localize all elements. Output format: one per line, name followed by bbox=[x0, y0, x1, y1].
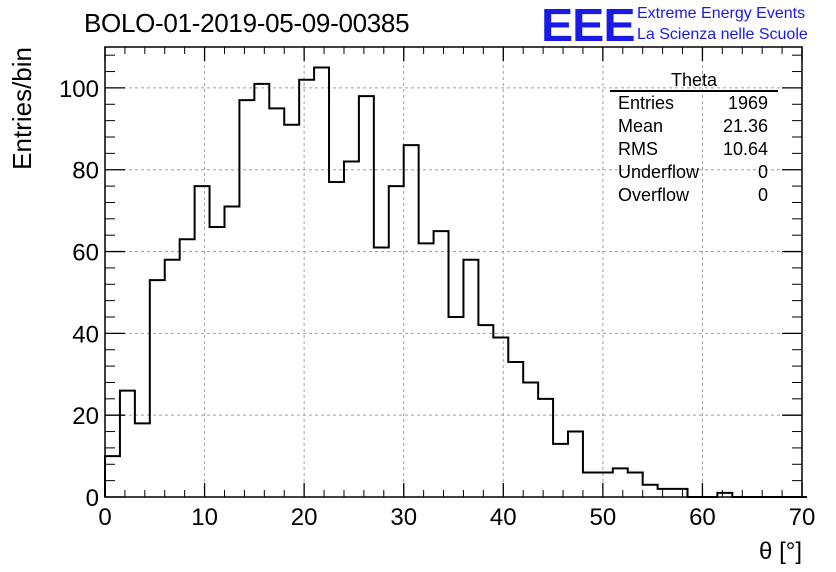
stats-label: Overflow bbox=[618, 185, 690, 205]
logo-caption-line1: Extreme Energy Events bbox=[637, 5, 806, 22]
grid bbox=[105, 47, 802, 497]
y-axis-label: Entries/bin bbox=[7, 47, 37, 170]
stats-label: Mean bbox=[618, 116, 664, 136]
x-tick-label: 30 bbox=[390, 504, 417, 531]
y-tick-label: 100 bbox=[59, 76, 99, 103]
x-tick-label: 70 bbox=[789, 504, 816, 531]
x-tick-label: 40 bbox=[490, 504, 517, 531]
logo-caption-line2: La Scienza nelle Scuole bbox=[637, 26, 808, 43]
x-tick-label: 0 bbox=[98, 504, 111, 531]
tick-labels: 0 10 20 30 40 50 60 70 0 20 40 60 80 100 bbox=[59, 76, 815, 531]
x-tick-label: 60 bbox=[689, 504, 716, 531]
eee-logo: EEE bbox=[541, 0, 636, 51]
stats-value: 21.36 bbox=[722, 116, 768, 136]
x-tick-label: 20 bbox=[291, 504, 318, 531]
plot-frame bbox=[104, 46, 803, 498]
stats-label: Entries bbox=[618, 93, 675, 113]
stats-row-entries: Entries 1969 bbox=[610, 92, 778, 115]
x-tick-label: 10 bbox=[191, 504, 218, 531]
y-tick-label: 60 bbox=[72, 240, 99, 267]
logo-caption: Extreme Energy Events La Scienza nelle S… bbox=[637, 3, 808, 45]
histogram-line bbox=[104, 66, 807, 498]
y-tick-label: 80 bbox=[72, 158, 99, 185]
stats-row-mean: Mean 21.36 bbox=[610, 115, 778, 138]
chart-title: BOLO-01-2019-05-09-00385 bbox=[84, 8, 410, 38]
y-tick-label: 40 bbox=[72, 321, 99, 348]
x-tick-label: 50 bbox=[590, 504, 617, 531]
y-tick-label: 20 bbox=[72, 403, 99, 430]
stats-label: Underflow bbox=[618, 162, 700, 182]
stats-value: 10.64 bbox=[722, 139, 768, 159]
stats-row-overflow: Overflow 0 bbox=[610, 184, 778, 207]
stats-title: Theta bbox=[610, 70, 778, 92]
stats-value: 1969 bbox=[727, 93, 768, 113]
axis-ticks bbox=[104, 47, 803, 498]
stats-label: RMS bbox=[618, 139, 658, 159]
y-tick-label: 0 bbox=[86, 485, 99, 512]
stats-value: 0 bbox=[757, 162, 768, 182]
stats-row-rms: RMS 10.64 bbox=[610, 138, 778, 161]
stats-row-underflow: Underflow 0 bbox=[610, 161, 778, 184]
stats-box: Theta Entries 1969 Mean 21.36 RMS 10.64 … bbox=[610, 70, 778, 207]
x-axis-label: θ [°] bbox=[759, 538, 802, 565]
stats-value: 0 bbox=[757, 185, 768, 205]
